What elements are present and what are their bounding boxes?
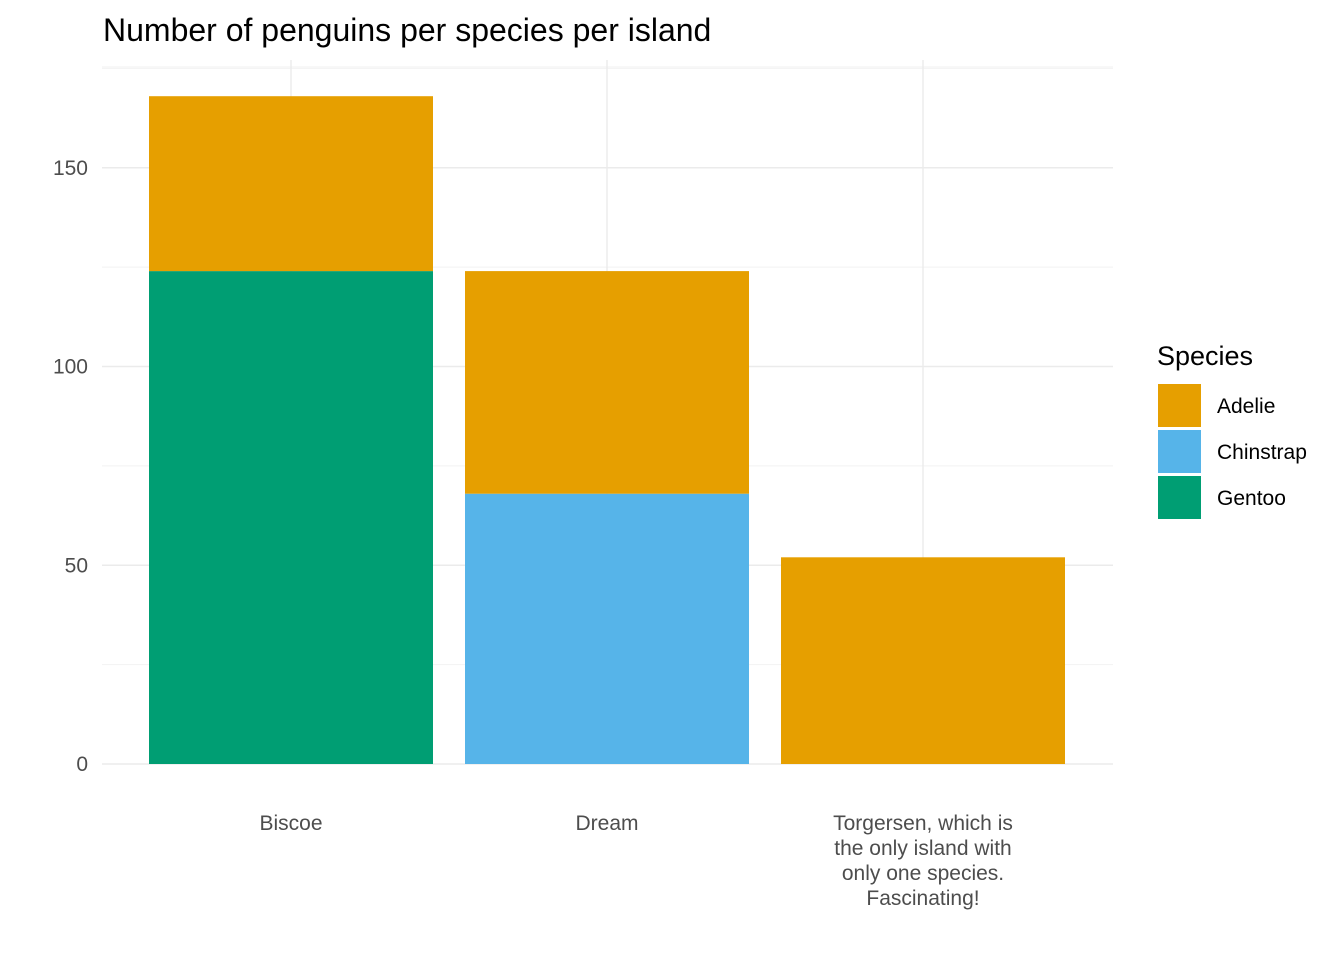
y-tick-label: 100 [53, 356, 88, 379]
legend-label-chinstrap: Chinstrap [1217, 441, 1307, 464]
bar-gentoo [149, 271, 433, 764]
legend: Species Adelie Chinstrap Gentoo [1157, 341, 1307, 519]
x-axis-ticks: Biscoe Dream Torgersen, which is the only i… [259, 812, 1012, 910]
x-tick-label: Dream [575, 812, 638, 835]
legend-label-gentoo: Gentoo [1217, 487, 1286, 510]
y-axis-ticks: 0 50 100 150 [53, 157, 88, 776]
bar-adelie [149, 96, 433, 272]
y-tick-label: 150 [53, 157, 88, 180]
legend-key-adelie [1158, 384, 1201, 427]
x-tick-label: Biscoe [259, 812, 322, 835]
legend-key-gentoo [1158, 476, 1201, 519]
y-tick-label: 0 [76, 753, 88, 776]
chart-title: Number of penguins per species per islan… [103, 12, 711, 48]
y-tick-label: 50 [65, 554, 88, 577]
bar-adelie [781, 557, 1065, 764]
bar-adelie [465, 271, 749, 494]
bars [149, 96, 1065, 764]
legend-key-chinstrap [1158, 430, 1201, 473]
legend-title: Species [1157, 341, 1253, 371]
legend-label-adelie: Adelie [1217, 395, 1275, 418]
x-tick-label: Torgersen, which is the only island with o… [833, 812, 1013, 910]
bar-chinstrap [465, 493, 749, 764]
